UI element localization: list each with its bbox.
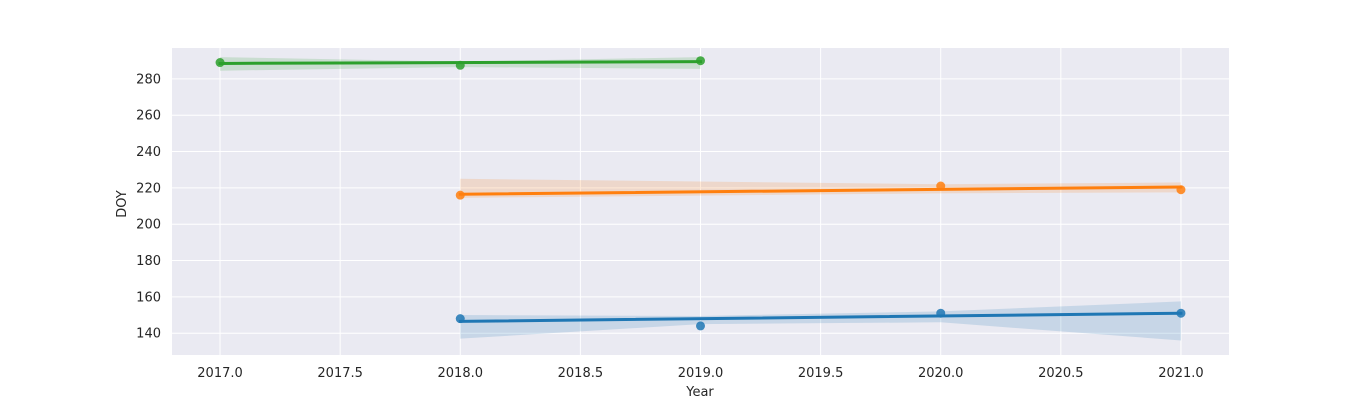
x-tick-label: 2019.5 <box>798 366 844 381</box>
x-tick-label: 2021.0 <box>1158 366 1204 381</box>
confidence-band-0 <box>460 301 1181 341</box>
y-tick-label: 220 <box>136 181 161 196</box>
y-tick-label: 280 <box>136 72 161 87</box>
data-points <box>215 56 1186 331</box>
regression-line-0 <box>458 311 1183 323</box>
data-point <box>936 181 946 191</box>
x-tick-label: 2017.0 <box>197 366 243 381</box>
regression-line-1 <box>458 185 1183 196</box>
x-tick-label: 2020.0 <box>918 366 964 381</box>
x-axis-ticks: 2017.0 2017.5 2018.0 2018.5 2019.0 2019.5 2020… <box>197 366 1203 381</box>
grid <box>172 48 1229 355</box>
data-point <box>696 321 705 331</box>
data-point <box>1176 308 1186 318</box>
data-point <box>215 58 225 68</box>
x-tick-label: 2020.5 <box>1038 366 1084 381</box>
y-axis-ticks: 140 160 180 200 220 240 260 280 <box>136 72 161 341</box>
data-point <box>455 60 465 70</box>
y-tick-label: 140 <box>136 327 161 342</box>
y-tick-label: 200 <box>136 218 161 233</box>
x-tick-label: 2017.5 <box>317 366 363 381</box>
data-point <box>1176 185 1186 195</box>
x-tick-label: 2018.5 <box>558 366 604 381</box>
y-tick-label: 180 <box>136 254 161 269</box>
y-tick-label: 160 <box>136 290 161 305</box>
data-point <box>455 190 465 200</box>
x-axis-label: Year <box>685 385 714 400</box>
x-tick-label: 2019.0 <box>678 366 724 381</box>
data-point <box>696 56 705 66</box>
y-tick-label: 260 <box>136 109 161 124</box>
y-axis-label: DOY <box>115 190 130 218</box>
y-tick-label: 240 <box>136 145 161 160</box>
x-tick-label: 2018.0 <box>438 366 484 381</box>
data-point <box>936 308 946 318</box>
data-point <box>455 314 465 324</box>
